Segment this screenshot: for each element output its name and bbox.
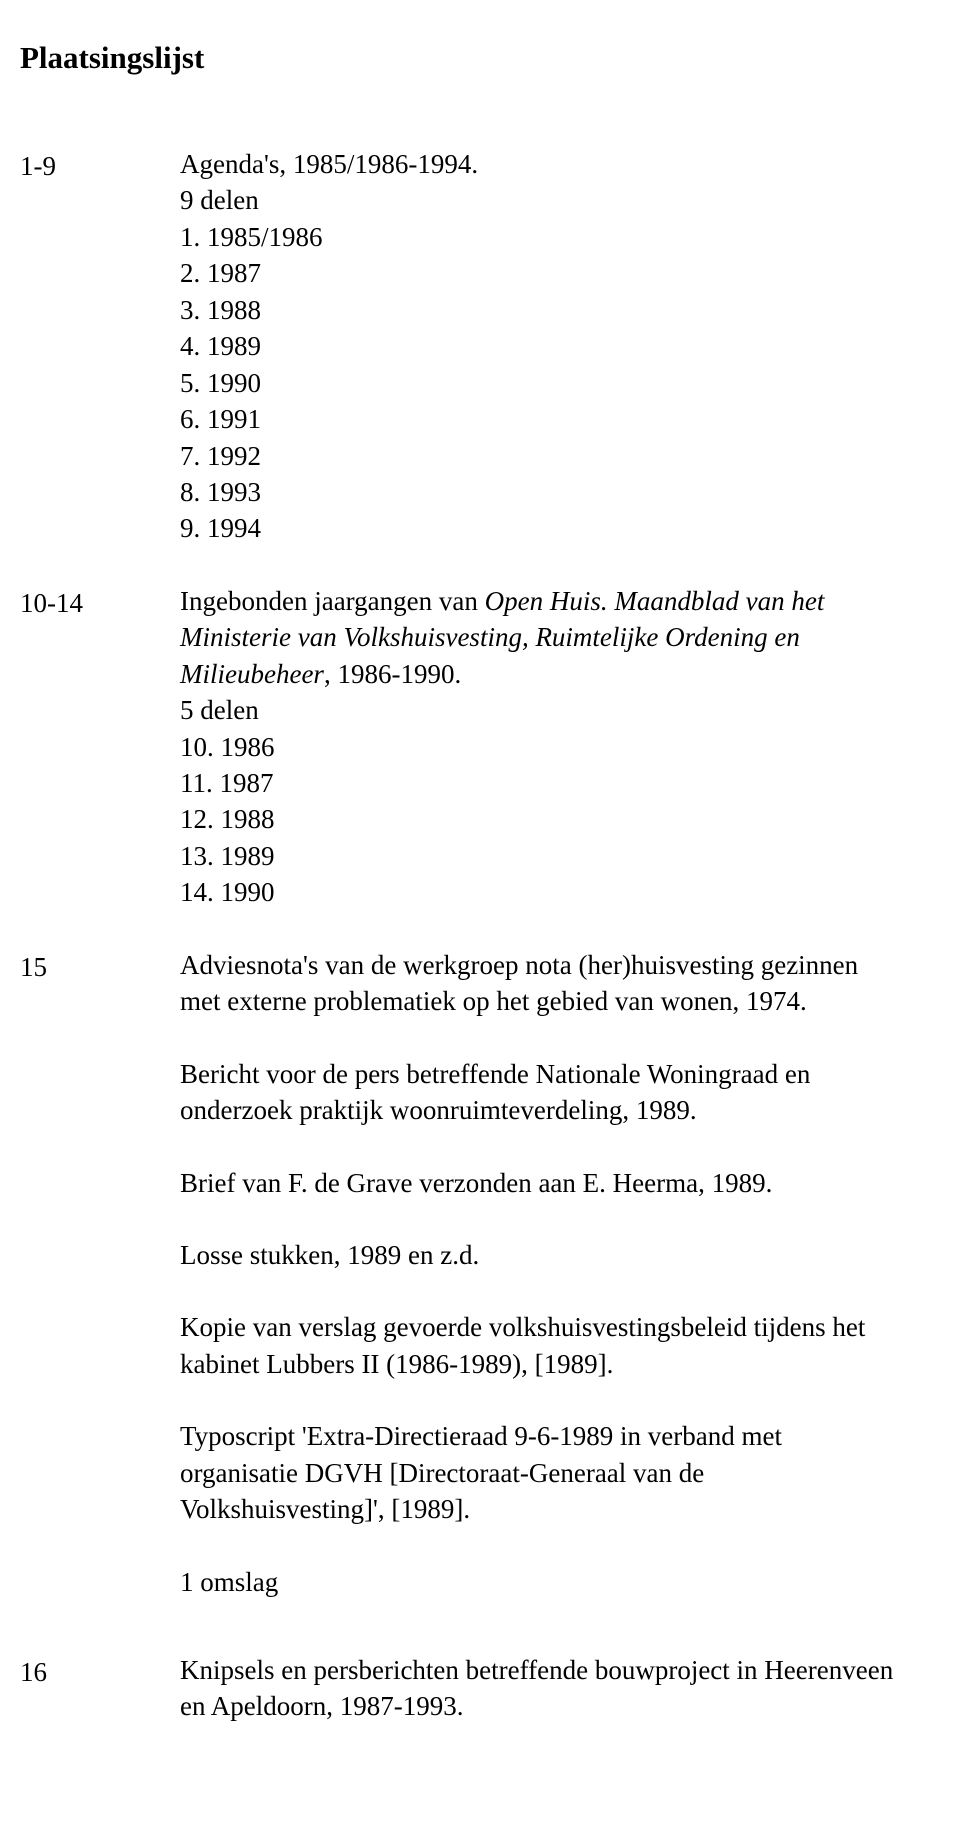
- list-item: 1. 1985/1986: [180, 219, 900, 255]
- list-item: 10. 1986: [180, 729, 900, 765]
- entry-sublist: 10. 1986 11. 1987 12. 1988 13. 1989 14. …: [180, 729, 900, 911]
- entry-body: Knipsels en persberichten betreffende bo…: [180, 1652, 900, 1725]
- document-page: Plaatsingslijst 1-9 Agenda's, 1985/1986-…: [0, 0, 960, 1833]
- entry-number: 1-9: [20, 146, 180, 184]
- entry-paragraph: 1 omslag: [180, 1564, 900, 1600]
- list-item: 8. 1993: [180, 474, 900, 510]
- list-item: 6. 1991: [180, 401, 900, 437]
- entry-number: 15: [20, 947, 180, 985]
- spacer: [20, 1636, 900, 1652]
- entry-count: 9 delen: [180, 182, 900, 218]
- list-item: 4. 1989: [180, 328, 900, 364]
- entry-15: 15 Adviesnota's van de werkgroep nota (h…: [20, 947, 900, 1636]
- entry-body: Ingebonden jaargangen van Open Huis. Maa…: [180, 583, 900, 947]
- entry-description: Agenda's, 1985/1986-1994.: [180, 146, 900, 182]
- entry-number: 16: [20, 1652, 180, 1690]
- list-item: 14. 1990: [180, 874, 900, 910]
- entry-paragraph: Typoscript 'Extra-Directieraad 9-6-1989 …: [180, 1418, 900, 1527]
- list-item: 5. 1990: [180, 365, 900, 401]
- page-title: Plaatsingslijst: [20, 40, 900, 76]
- entry-10-14: 10-14 Ingebonden jaargangen van Open Hui…: [20, 583, 900, 947]
- entry-paragraph: Kopie van verslag gevoerde volkshuisvest…: [180, 1309, 900, 1382]
- list-item: 3. 1988: [180, 292, 900, 328]
- entry-16: 16 Knipsels en persberichten betreffende…: [20, 1652, 900, 1725]
- entry-count: 5 delen: [180, 692, 900, 728]
- entry-paragraph: Brief van F. de Grave verzonden aan E. H…: [180, 1165, 900, 1201]
- entry-paragraph: Knipsels en persberichten betreffende bo…: [180, 1652, 900, 1725]
- text-plain: Ingebonden jaargangen van: [180, 586, 485, 616]
- list-item: 2. 1987: [180, 255, 900, 291]
- list-item: 7. 1992: [180, 438, 900, 474]
- entry-1-9: 1-9 Agenda's, 1985/1986-1994. 9 delen 1.…: [20, 146, 900, 583]
- entry-description: Ingebonden jaargangen van Open Huis. Maa…: [180, 583, 900, 692]
- entry-paragraph: Losse stukken, 1989 en z.d.: [180, 1237, 900, 1273]
- entry-body: Adviesnota's van de werkgroep nota (her)…: [180, 947, 900, 1636]
- list-item: 11. 1987: [180, 765, 900, 801]
- text-plain: , 1986-1990.: [324, 659, 461, 689]
- entry-sublist: 1. 1985/1986 2. 1987 3. 1988 4. 1989 5. …: [180, 219, 900, 547]
- entry-number: 10-14: [20, 583, 180, 621]
- list-item: 13. 1989: [180, 838, 900, 874]
- entry-body: Agenda's, 1985/1986-1994. 9 delen 1. 198…: [180, 146, 900, 583]
- entry-paragraph: Adviesnota's van de werkgroep nota (her)…: [180, 947, 900, 1020]
- entry-paragraph: Bericht voor de pers betreffende Nationa…: [180, 1056, 900, 1129]
- list-item: 9. 1994: [180, 510, 900, 546]
- list-item: 12. 1988: [180, 801, 900, 837]
